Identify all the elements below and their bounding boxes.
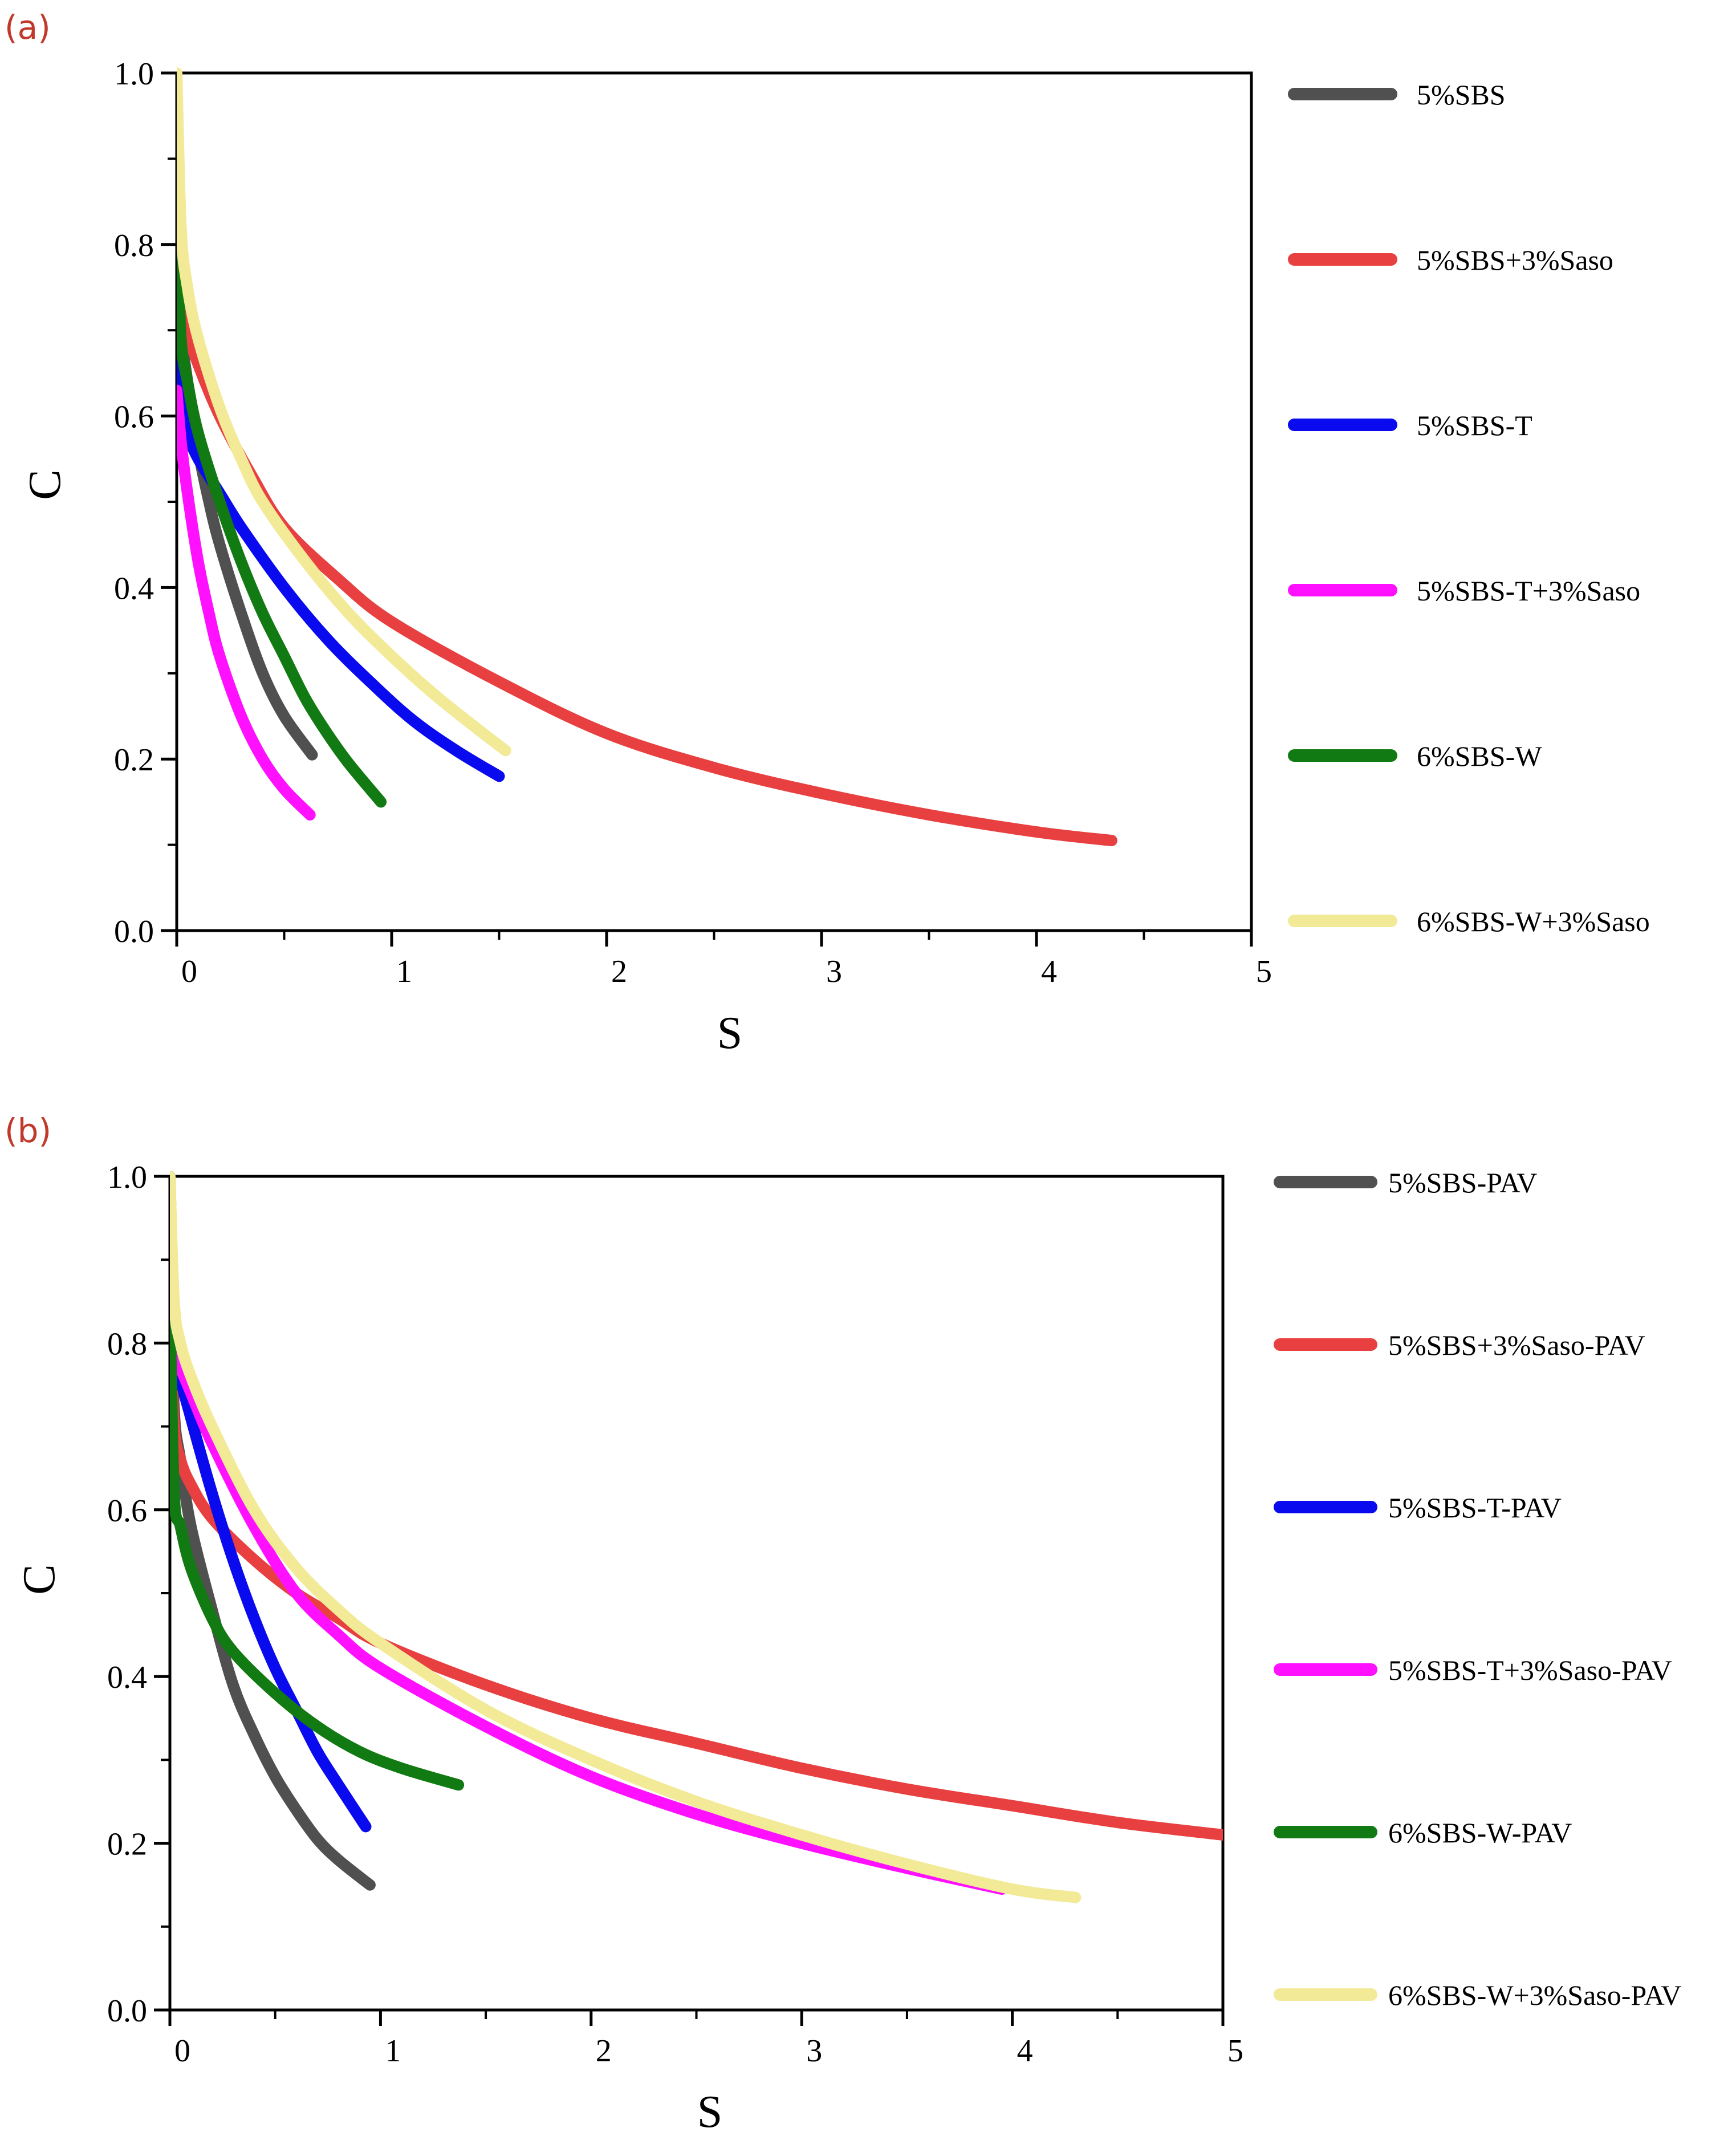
series-line-6%SBS-W+3%Saso-PAV [170, 1171, 1082, 1903]
y-tick-label: 0.6 [107, 1493, 147, 1529]
series-line-5%SBS-T [177, 299, 505, 782]
x-tick-label: 2 [596, 2033, 612, 2069]
legend-label: 5%SBS-T [1417, 409, 1532, 441]
panel-b: (b) 0 1 2 3 4 5 0.0 0.2 0.4 0.6 0.8 1.0 S C 5%SBS-PAV 5%… [5, 1111, 1681, 2136]
y-tick-label: 0.4 [114, 571, 154, 606]
series-line-5%SBS-T+3%Saso [177, 384, 316, 821]
series-line-5%SBS-T+3%Saso-PAV [170, 1337, 1008, 1895]
panel-a: (a) 0 1 2 3 4 5 0.0 0.2 0.4 0.6 0.8 1.0 S C 5%SBS 5%SBS+… [5, 8, 1650, 1058]
legend-label: 6%SBS-W+3%Saso [1417, 905, 1650, 937]
y-tick-label: 0.8 [114, 228, 154, 263]
series-line-6%SBS-W+3%Saso [177, 67, 511, 757]
plot-frame [175, 71, 1253, 932]
y-tick-label: 0.0 [114, 914, 154, 949]
legend-label: 5%SBS-T-PAV [1388, 1492, 1562, 1524]
legend-label: 5%SBS-T+3%Saso [1417, 575, 1640, 607]
x-tick-label: 0 [174, 2033, 190, 2069]
y-tick-label: 0.6 [114, 400, 154, 435]
x-tick-label: 2 [611, 954, 627, 989]
x-tick-label: 3 [806, 2033, 822, 2069]
series-line-6%SBS-W-PAV [170, 1296, 465, 1791]
series-group [177, 67, 1117, 847]
legend-label: 6%SBS-W+3%Saso-PAV [1388, 1979, 1681, 2011]
y-tick-label: 0.8 [107, 1326, 147, 1362]
x-tick-label: 0 [181, 954, 197, 989]
x-tick-label: 5 [1256, 954, 1272, 989]
y-axis-label: C [20, 469, 70, 500]
legend-label: 5%SBS+3%Saso [1417, 244, 1613, 276]
y-tick-label: 0.2 [114, 742, 154, 778]
x-tick-label: 4 [1017, 2033, 1033, 2069]
y-tick-label: 1.0 [107, 1160, 147, 1195]
panel-label: (a) [5, 8, 51, 47]
series-group [170, 1171, 1223, 1903]
x-tick-label: 1 [396, 954, 412, 989]
x-tick-label: 4 [1041, 954, 1057, 989]
series-line-5%SBS+3%Saso-PAV [170, 1321, 1223, 1841]
legend-label: 6%SBS-W-PAV [1388, 1817, 1572, 1849]
y-tick-label: 1.0 [114, 56, 154, 92]
series-line-6%SBS-W [177, 221, 387, 808]
series-line-5%SBS+3%Saso [177, 144, 1117, 847]
x-tick-label: 1 [385, 2033, 401, 2069]
x-tick-label: 5 [1227, 2033, 1243, 2069]
x-tick-label: 3 [826, 954, 842, 989]
y-tick-label: 0.0 [107, 1993, 147, 2029]
legend-label: 5%SBS-PAV [1388, 1167, 1537, 1199]
y-tick-label: 0.2 [107, 1827, 147, 1862]
x-axis-label: S [697, 2087, 723, 2136]
y-tick-label: 0.4 [107, 1660, 147, 1695]
x-axis-label: S [717, 1008, 743, 1058]
y-axis-label: C [14, 1564, 64, 1594]
legend-label: 6%SBS-W [1417, 740, 1542, 772]
legend-label: 5%SBS [1417, 79, 1506, 111]
panel-label: (b) [5, 1111, 51, 1150]
legend-label: 5%SBS+3%Saso-PAV [1388, 1329, 1645, 1361]
legend-label: 5%SBS-T+3%Saso-PAV [1388, 1654, 1672, 1686]
